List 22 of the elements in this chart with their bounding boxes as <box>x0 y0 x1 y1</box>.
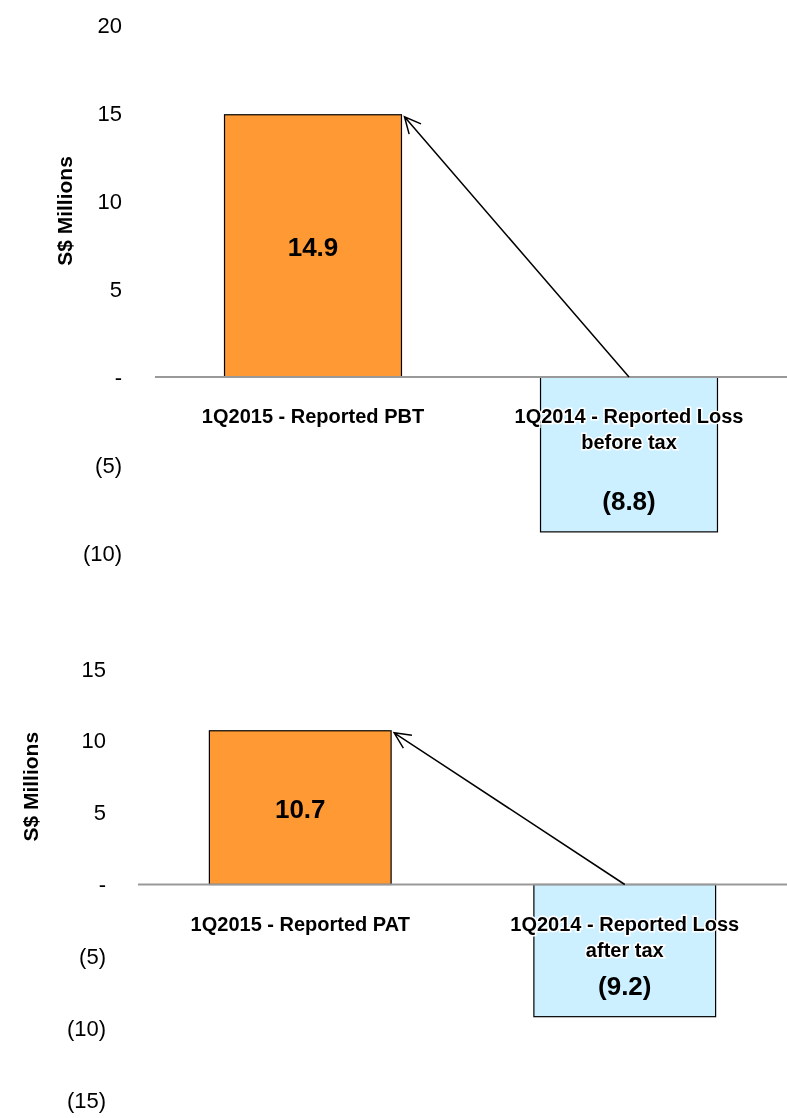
data-label: (8.8) <box>602 485 656 516</box>
x-tick-label: 1Q2015 - Reported PAT <box>190 912 410 935</box>
y-tick-label: 10 <box>97 188 122 214</box>
y-tick-label: 10 <box>81 728 106 754</box>
y-tick-label: 5 <box>93 800 106 826</box>
y-tick-label: 15 <box>81 656 106 682</box>
y-tick-label: (10) <box>82 540 122 566</box>
y-tick-label: 15 <box>97 100 122 126</box>
y-tick-label: (5) <box>79 943 106 969</box>
x-tick-label: 1Q2015 - Reported PBT <box>201 405 425 427</box>
y-tick-label: - <box>98 872 106 898</box>
y-tick-label: (10) <box>66 1015 106 1041</box>
data-label: 14.9 <box>287 231 339 262</box>
y-tick-label: - <box>114 364 122 390</box>
y-tick-label: (5) <box>95 452 122 478</box>
y-tick-label: (15) <box>66 1087 106 1113</box>
y-tick-label: 5 <box>109 276 122 302</box>
data-label: (9.2) <box>598 970 652 1001</box>
y-tick-label: 20 <box>97 12 122 38</box>
data-label: 10.7 <box>274 793 326 824</box>
y-axis-title: S$ Millions <box>19 731 42 842</box>
y-axis-title: S$ Millions <box>53 156 76 266</box>
